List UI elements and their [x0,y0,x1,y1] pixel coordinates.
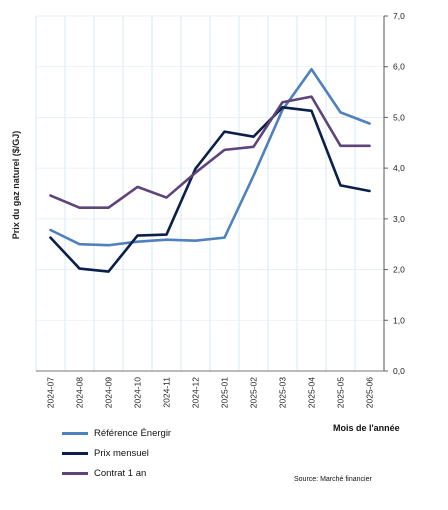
y-tick-label: 7,0 [393,11,405,21]
x-tick-label: 2025-06 [365,377,375,408]
x-tick-label: 2025-05 [336,377,346,408]
x-axis-title: Mois de l'année [333,423,400,433]
legend-swatch-reference [62,432,88,435]
series-line-2 [49,95,371,209]
source-note: Source: Marché financier [294,476,372,483]
x-tick-label: 2025-04 [307,377,317,408]
legend-item-reference: Référence Énergir [62,427,171,440]
x-tick-label: 2024-11 [162,377,172,408]
y-tick-label: 5,0 [393,112,405,122]
y-tick-label: 0,0 [393,366,405,376]
legend-item-monthly: Prix mensuel [62,447,171,460]
x-tick-label: 2025-01 [220,377,230,408]
series-line-0 [49,67,371,247]
x-tick-label: 2024-09 [104,377,114,408]
x-tick-label: 2024-12 [191,377,201,408]
x-tick-label: 2025-02 [249,377,259,408]
y-tick-label: 3,0 [393,214,405,224]
x-tick-label: 2024-10 [133,377,143,408]
legend-label-contract: Contrat 1 an [94,468,147,479]
x-tick-label: 2024-08 [75,377,85,408]
y-axis-title: Prix du gaz naturel ($/GJ) [11,131,21,240]
legend-label-monthly: Prix mensuel [94,448,149,459]
x-tick-label: 2024-07 [46,377,56,408]
x-tick-label: 2025-03 [278,377,288,408]
y-tick-label: 4,0 [393,163,405,173]
y-tick-label: 2,0 [393,265,405,275]
legend-item-contract: Contrat 1 an [62,467,171,480]
y-tick-label: 6,0 [393,62,405,72]
legend-swatch-contract [62,472,88,475]
y-tick-label: 1,0 [393,315,405,325]
legend-swatch-monthly [62,452,88,455]
legend-label-reference: Référence Énergir [94,428,172,439]
series-line-1 [49,105,371,273]
legend: Référence Énergir Prix mensuel Contrat 1… [62,427,171,487]
